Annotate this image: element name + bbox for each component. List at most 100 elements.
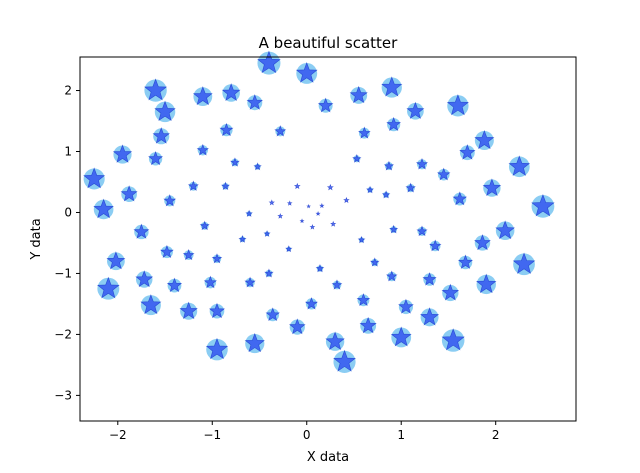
point-star [219, 122, 234, 137]
point-star [474, 129, 495, 150]
point-star [253, 162, 262, 171]
point-star [268, 199, 275, 206]
point-star [315, 210, 321, 216]
point-star [277, 212, 284, 219]
point-star [474, 234, 491, 251]
point-star [317, 97, 334, 113]
x-axis-ticks: −2 −1 0 1 2 [109, 421, 500, 442]
point-star [203, 275, 217, 289]
point-star [508, 155, 531, 176]
point-star [390, 326, 412, 347]
point-star [230, 157, 240, 167]
point-star [192, 86, 213, 106]
y-tick-label: −1 [54, 266, 72, 280]
x-tick-label: 0 [303, 428, 311, 442]
point-star [83, 167, 106, 189]
point-star [459, 144, 476, 160]
point-star [325, 331, 345, 351]
point-star [482, 178, 502, 196]
point-star [357, 235, 366, 244]
y-axis-ticks: −3 −2 −1 0 1 2 [54, 84, 80, 402]
point-star [415, 157, 429, 170]
point-star [244, 332, 265, 353]
point-star [333, 349, 357, 372]
point-star [446, 94, 469, 116]
point-star [187, 180, 199, 191]
point-star [211, 253, 223, 264]
y-tick-label: 2 [64, 84, 72, 98]
point-star [352, 153, 362, 163]
point-star [293, 182, 301, 190]
point-star [386, 116, 402, 131]
point-star [295, 62, 318, 83]
point-star [422, 272, 437, 286]
point-star [512, 252, 536, 274]
point-star [457, 254, 474, 269]
point-star [263, 230, 271, 237]
point-star [179, 301, 198, 320]
point-star [135, 270, 154, 288]
point-star [199, 220, 210, 231]
point-star [265, 307, 280, 322]
x-tick-label: 2 [492, 428, 500, 442]
point-star [319, 202, 325, 209]
point-star [160, 244, 174, 258]
point-star [441, 328, 465, 351]
scatter-points [83, 50, 555, 373]
point-star [386, 270, 398, 282]
point-star [221, 83, 241, 101]
point-star [437, 167, 451, 181]
point-star [383, 160, 395, 171]
point-star [299, 218, 305, 224]
point-star [398, 298, 414, 314]
point-star [330, 220, 337, 227]
y-tick-label: 1 [64, 145, 72, 159]
point-star [349, 85, 368, 104]
point-star [452, 191, 468, 206]
point-star [531, 194, 555, 217]
y-axis-label: Y data [29, 218, 44, 260]
point-star [133, 223, 150, 239]
point-star [343, 196, 350, 204]
point-star [96, 276, 120, 299]
point-star [257, 50, 281, 74]
x-tick-label: −1 [203, 428, 221, 442]
point-star [274, 125, 287, 137]
y-tick-label: −2 [54, 327, 72, 341]
point-star [419, 307, 440, 326]
point-star [405, 182, 416, 193]
point-star [244, 276, 256, 288]
point-star [369, 257, 380, 267]
y-tick-label: −3 [54, 388, 72, 402]
point-star [286, 200, 293, 206]
point-star [331, 279, 343, 290]
point-star [381, 76, 403, 97]
point-star [144, 78, 168, 101]
point-star [93, 198, 114, 219]
point-star [406, 101, 425, 119]
point-star [182, 249, 195, 261]
axes-frame [79, 56, 577, 422]
point-star [163, 194, 177, 207]
point-star [166, 277, 183, 293]
point-star [238, 235, 247, 243]
point-star [476, 273, 497, 294]
point-star [288, 318, 306, 335]
point-star [196, 143, 209, 156]
point-star [140, 294, 162, 315]
point-star [154, 100, 176, 121]
point-star [356, 293, 371, 307]
point-star [381, 190, 391, 199]
point-star [359, 316, 377, 334]
point-star [428, 239, 442, 252]
y-tick-label: 0 [64, 205, 72, 219]
point-star [315, 264, 325, 273]
point-star [221, 181, 230, 191]
point-star [285, 245, 293, 253]
point-star [112, 144, 133, 163]
point-star [148, 150, 164, 166]
point-star [326, 183, 334, 191]
point-star [120, 185, 138, 202]
